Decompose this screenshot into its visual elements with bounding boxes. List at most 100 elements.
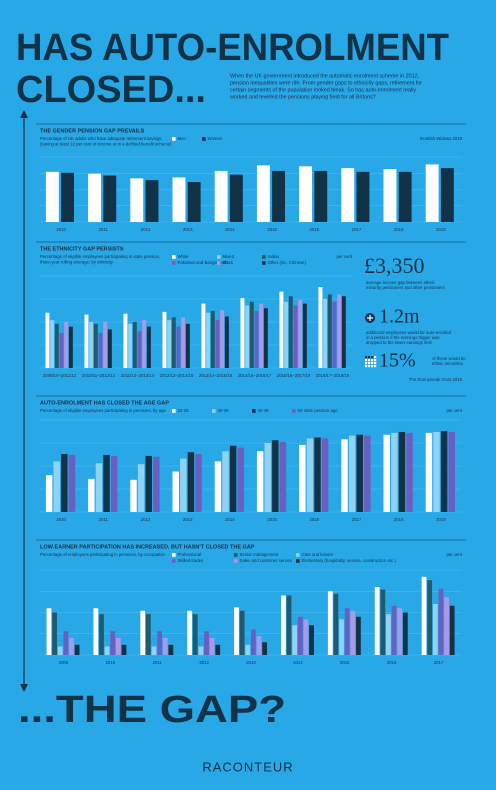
chart-subtitle: Percentage of eligible employees partici…	[40, 408, 166, 413]
x-tick-label: 2019	[436, 227, 446, 232]
x-tick-label: 2017	[434, 660, 444, 665]
bar	[299, 444, 306, 512]
stat-text: of these would be	[432, 356, 466, 361]
x-tick-label: 2018	[394, 517, 404, 522]
grid-icon	[371, 362, 374, 365]
plus-icon	[367, 315, 373, 321]
stat-text: in a pension if the earnings trigger was	[366, 335, 440, 340]
y-label: per cent	[446, 408, 462, 413]
bar	[327, 591, 333, 655]
x-tick-label: 2016	[310, 227, 320, 232]
bar	[145, 180, 159, 222]
timeline-arrow	[20, 684, 28, 692]
grid-icon	[374, 359, 377, 362]
x-tick-label: 2015	[267, 227, 277, 232]
bar	[215, 644, 221, 655]
chart-subtitle: Percentage of eligible employees partici…	[40, 254, 160, 259]
bar	[140, 610, 146, 655]
grid-icon	[371, 356, 374, 359]
legend-swatch	[292, 409, 296, 413]
legend-label: Care and leisure	[302, 552, 334, 557]
intro-text: pension inequalities were rife. From gen…	[230, 80, 422, 86]
x-tick-label: 2014	[225, 227, 235, 232]
legend-label: Women	[208, 136, 223, 141]
bar	[314, 437, 321, 512]
bar	[98, 333, 103, 368]
legend-label: White	[178, 254, 190, 259]
bar	[306, 438, 314, 512]
bar	[341, 439, 348, 512]
bar	[88, 173, 102, 222]
bar	[68, 326, 73, 368]
bar	[198, 646, 204, 655]
bar	[272, 440, 279, 512]
legend-swatch	[296, 559, 300, 563]
x-tick-label: 2013/14–2015/16	[199, 373, 233, 378]
grid-icon	[374, 365, 377, 368]
legend-label: Elementary (hospitality, service, constr…	[302, 558, 397, 563]
bar	[209, 638, 215, 655]
grid-icon	[365, 362, 368, 365]
legend-swatch	[262, 261, 266, 265]
bar	[89, 322, 94, 368]
bar	[64, 322, 69, 368]
stat-value: 1.2m	[379, 306, 420, 328]
bar	[110, 631, 116, 655]
x-tick-label: 2014	[225, 517, 235, 522]
bar	[356, 171, 370, 222]
bar	[137, 464, 145, 512]
bar	[249, 301, 254, 368]
bar	[292, 625, 298, 655]
bar	[332, 301, 337, 368]
legend-label: Indian	[268, 254, 280, 259]
bar	[240, 298, 245, 368]
legend-label: Professional	[178, 552, 202, 557]
legend-swatch	[296, 553, 300, 557]
bar	[132, 322, 137, 368]
bar	[262, 642, 268, 655]
legend-label: 40-49	[258, 408, 270, 413]
x-tick-label: 2014	[293, 660, 303, 665]
bar	[350, 610, 356, 655]
intro-text: certain segments of the population looke…	[230, 87, 416, 93]
bar	[444, 597, 449, 655]
bar	[341, 168, 355, 222]
bar	[421, 576, 427, 655]
bar	[224, 316, 229, 368]
x-tick-label: 2017	[352, 517, 362, 522]
bar	[123, 313, 128, 368]
bar	[145, 455, 152, 512]
bar	[74, 644, 80, 655]
bar	[374, 587, 380, 655]
bar	[427, 580, 433, 655]
grid-icon	[368, 356, 371, 359]
bar	[449, 605, 455, 655]
grid-icon	[368, 365, 371, 368]
stat-value: £3,350	[364, 253, 425, 278]
bar	[104, 646, 110, 655]
bar	[176, 326, 181, 368]
bar	[46, 608, 52, 655]
x-tick-label: 2009	[59, 660, 69, 665]
timeline-arrow	[20, 110, 28, 118]
bar	[162, 638, 168, 655]
legend-label: Pakistani and Bangladeshi	[178, 260, 229, 265]
bar	[95, 463, 103, 512]
bar	[59, 333, 64, 368]
bar	[391, 605, 397, 655]
bar	[57, 646, 63, 655]
bar	[146, 326, 151, 368]
chart-title: THE GENDER PENSION GAP PREVAILS	[40, 128, 145, 134]
bar	[222, 451, 229, 512]
bar	[391, 432, 398, 512]
bar	[259, 303, 264, 368]
legend-swatch	[262, 255, 266, 259]
bar	[339, 619, 344, 655]
bar	[192, 614, 198, 655]
bar	[239, 610, 245, 655]
bar	[254, 310, 259, 368]
stat-text: minority pensioners and other pensioners	[366, 285, 445, 290]
bar	[302, 303, 307, 368]
bar	[448, 431, 455, 512]
